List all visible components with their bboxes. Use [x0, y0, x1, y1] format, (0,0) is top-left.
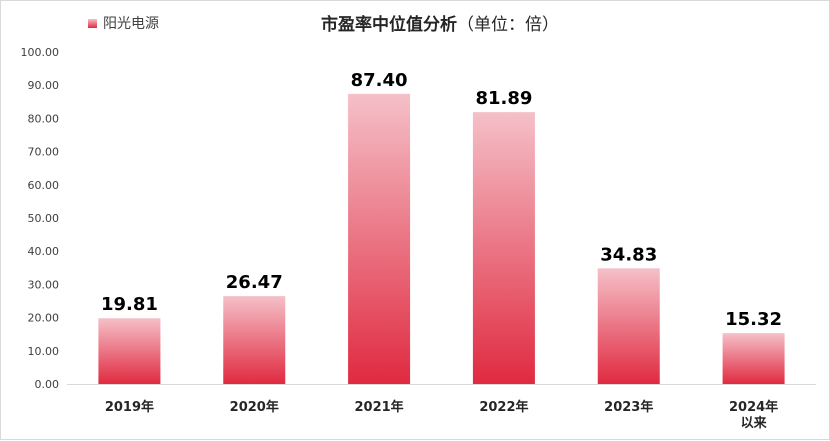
x-tick-label: 2021年 [354, 399, 403, 415]
bar [223, 296, 286, 384]
legend-swatch [88, 18, 97, 28]
y-tick-label: 10.00 [28, 345, 60, 358]
bar [722, 333, 785, 384]
bar [472, 112, 535, 385]
y-tick-label: 40.00 [28, 245, 60, 258]
y-tick-label: 60.00 [28, 179, 60, 192]
data-label: 19.81 [101, 294, 158, 315]
data-label: 81.89 [475, 88, 532, 109]
y-tick-label: 80.00 [28, 112, 60, 125]
bar [98, 318, 161, 384]
x-tick-label: 2019年 [105, 399, 154, 415]
bar [348, 93, 411, 384]
legend-label: 阳光电源 [103, 16, 159, 32]
data-label: 34.83 [600, 244, 657, 265]
chart-title-unit: （单位：倍） [457, 15, 559, 35]
y-tick-label: 50.00 [28, 212, 60, 225]
chart-title-text: 市盈率中位值分析 [321, 15, 457, 35]
bar [597, 268, 660, 384]
x-tick-label: 2024年 [729, 399, 778, 415]
y-tick-label: 70.00 [28, 146, 60, 159]
x-tick-label: 2022年 [479, 399, 528, 415]
y-tick-label: 20.00 [28, 312, 60, 325]
chart-title: 市盈率中位值分析（单位：倍） [321, 10, 559, 35]
y-tick-label: 30.00 [28, 278, 60, 291]
y-tick-label: 0.00 [35, 378, 60, 391]
data-label: 87.40 [351, 70, 408, 91]
x-tick-label: 2023年 [604, 399, 653, 415]
x-tick-label: 以来 [741, 415, 768, 431]
data-label: 15.32 [725, 309, 782, 330]
y-tick-label: 100.00 [21, 46, 60, 59]
data-label: 26.47 [226, 272, 283, 293]
x-tick-label: 2020年 [230, 399, 279, 415]
legend: 阳光电源 [88, 13, 159, 33]
y-tick-label: 90.00 [28, 79, 60, 92]
